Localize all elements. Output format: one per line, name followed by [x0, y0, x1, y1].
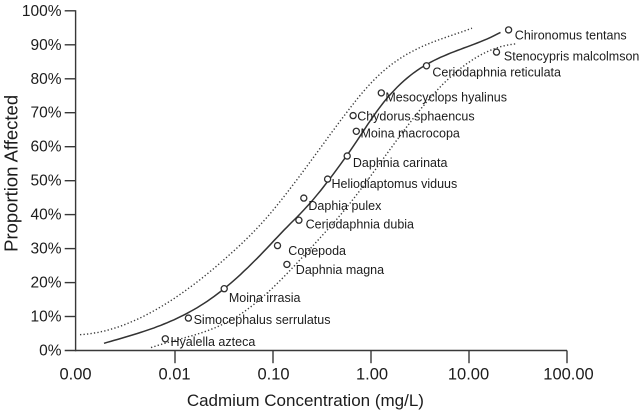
- svg-text:Heliodiaptomus viduus: Heliodiaptomus viduus: [332, 177, 458, 191]
- svg-text:Proportion Affected: Proportion Affected: [1, 95, 22, 252]
- svg-text:20%: 20%: [30, 275, 61, 292]
- svg-text:40%: 40%: [30, 207, 61, 224]
- svg-text:Hyalella azteca: Hyalella azteca: [171, 335, 256, 349]
- svg-text:Chironomus tentans: Chironomus tentans: [515, 28, 627, 42]
- svg-text:Moina macrocopa: Moina macrocopa: [361, 127, 460, 141]
- svg-text:60%: 60%: [30, 139, 61, 156]
- svg-text:10.00: 10.00: [448, 366, 489, 384]
- svg-text:50%: 50%: [30, 173, 61, 190]
- svg-text:70%: 70%: [30, 105, 61, 122]
- svg-text:100%: 100%: [22, 3, 62, 20]
- svg-text:Daphnia magna: Daphnia magna: [296, 263, 384, 277]
- svg-text:Ceriodaphnia reticulata: Ceriodaphnia reticulata: [432, 66, 561, 80]
- svg-text:0.10: 0.10: [257, 366, 289, 384]
- svg-text:Ceriodaphnia dubia: Ceriodaphnia dubia: [306, 218, 414, 232]
- svg-text:90%: 90%: [30, 37, 61, 54]
- svg-text:Cadmium Concentration (mg/L): Cadmium Concentration (mg/L): [187, 391, 424, 410]
- svg-text:Chydorus sphaencus: Chydorus sphaencus: [357, 109, 474, 123]
- svg-text:80%: 80%: [30, 71, 61, 88]
- svg-text:100.00: 100.00: [543, 366, 593, 384]
- svg-text:Simocephalus serrulatus: Simocephalus serrulatus: [194, 313, 331, 327]
- svg-text:Copepoda: Copepoda: [288, 244, 346, 258]
- svg-text:1.00: 1.00: [356, 366, 388, 384]
- svg-text:Stenocypris malcolmsoni: Stenocypris malcolmsoni: [504, 49, 640, 63]
- svg-text:0%: 0%: [39, 343, 62, 360]
- svg-text:Daphnia carinata: Daphnia carinata: [353, 156, 448, 170]
- svg-text:0.00: 0.00: [59, 366, 91, 384]
- svg-text:Moina irrasia: Moina irrasia: [229, 291, 301, 305]
- svg-text:30%: 30%: [30, 241, 61, 258]
- svg-text:10%: 10%: [30, 309, 61, 326]
- svg-text:Daphia pulex: Daphia pulex: [308, 199, 382, 213]
- svg-text:Mesocyclops hyalinus: Mesocyclops hyalinus: [385, 90, 507, 104]
- svg-text:0.01: 0.01: [158, 366, 190, 384]
